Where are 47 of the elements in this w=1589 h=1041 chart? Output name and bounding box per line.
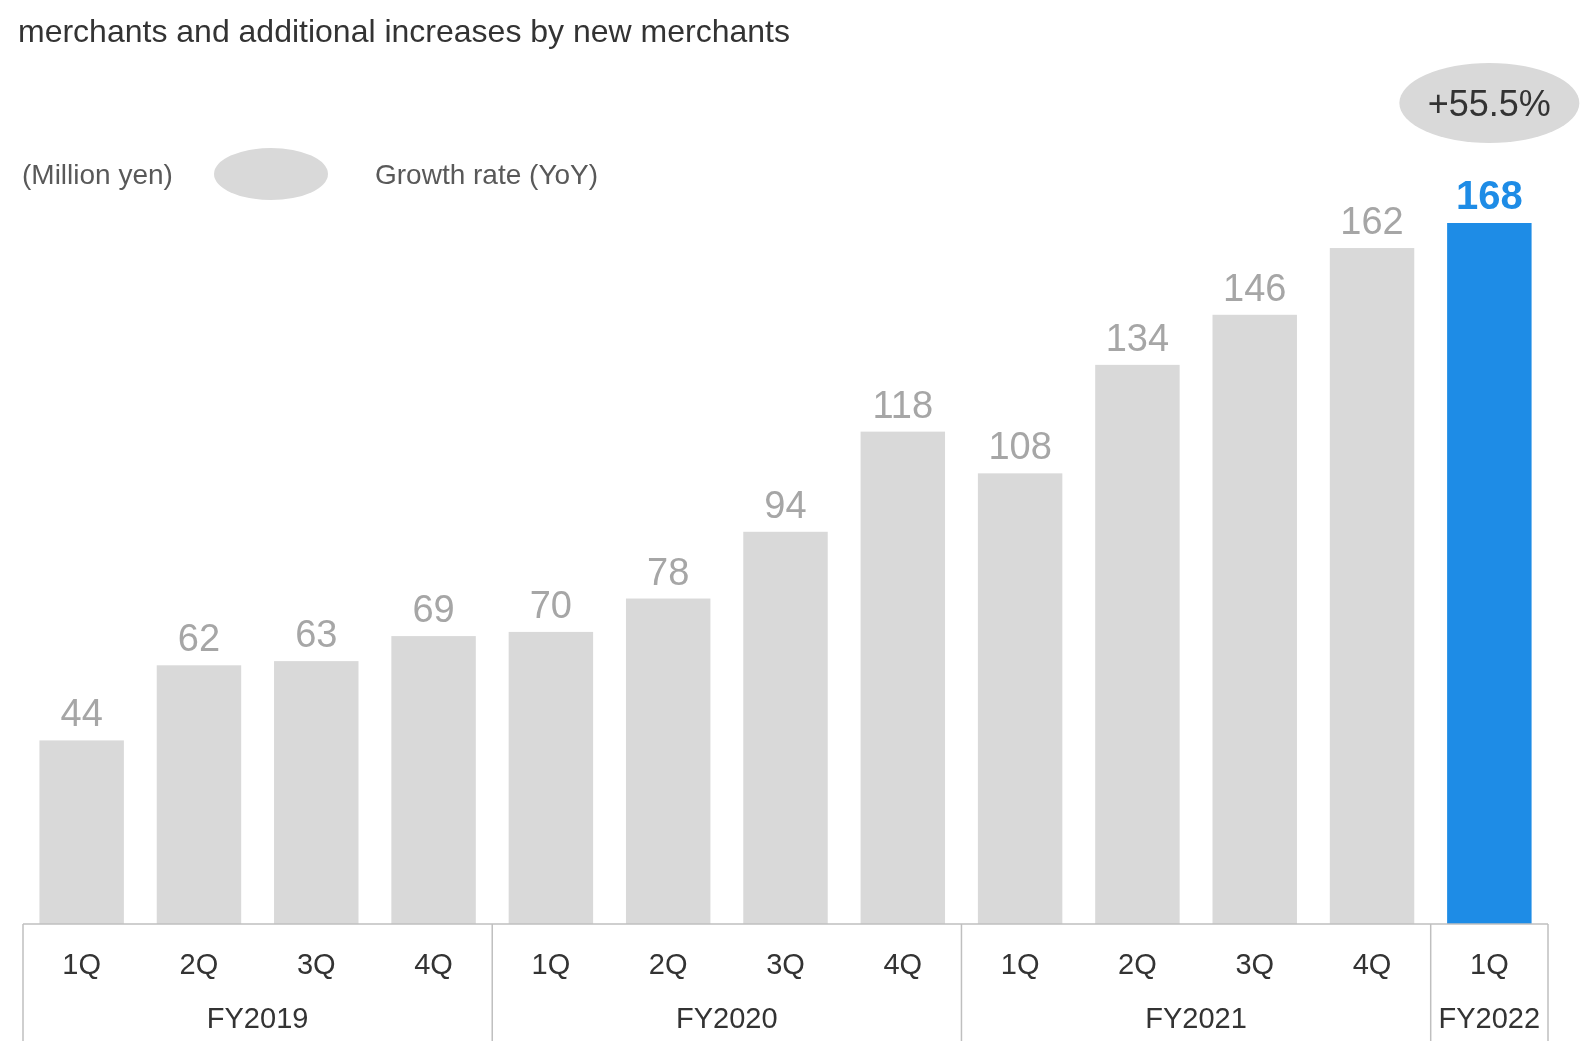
data-label: 168	[1455, 173, 1523, 217]
data-label: 78	[647, 550, 690, 593]
x-tick-label: 4Q	[414, 948, 453, 980]
x-tick-label: 2Q	[179, 948, 219, 980]
bar	[274, 661, 359, 924]
x-tick-label: 2Q	[648, 948, 688, 980]
text: +55.5%	[1427, 83, 1551, 124]
bar	[1447, 223, 1532, 924]
x-tick-label: 1Q	[1000, 948, 1040, 980]
text: FY2021	[1145, 1002, 1247, 1034]
x-tick-label: 4Q	[883, 948, 923, 980]
x-tick-label: 3Q	[766, 948, 805, 980]
data-label: 62	[177, 617, 221, 660]
text: FY2022	[1438, 1002, 1541, 1034]
data-label: 63	[295, 613, 338, 656]
text: FY2020	[676, 1002, 778, 1034]
data-label: 70	[529, 583, 573, 626]
x-tick-label: 2Q	[1118, 948, 1157, 980]
bar	[508, 631, 594, 924]
bar	[156, 665, 242, 924]
data-label: 69	[412, 588, 455, 631]
data-label: 134	[1105, 316, 1170, 359]
text: (Million yen)	[22, 159, 173, 190]
bar	[743, 531, 828, 924]
data-label: 94	[764, 483, 807, 526]
data-label: 44	[60, 692, 103, 735]
x-tick-label: 1Q	[531, 948, 571, 980]
x-tick-label: 4Q	[1352, 948, 1392, 980]
bar	[391, 636, 476, 924]
bar	[1212, 314, 1297, 924]
data-label: 162	[1340, 200, 1404, 243]
text: Growth rate (YoY)	[375, 159, 599, 190]
x-tick-label: 3Q	[296, 948, 336, 980]
x-tick-label: 1Q	[1470, 948, 1509, 980]
bar	[977, 473, 1063, 924]
bar	[625, 598, 711, 924]
x-tick-label: 3Q	[1235, 948, 1275, 980]
bar	[1095, 364, 1180, 924]
chart-title: merchants and additional increases by new merchants	[18, 13, 790, 49]
bar	[860, 431, 946, 924]
text: FY2019	[206, 1002, 309, 1034]
data-label: 108	[988, 425, 1052, 468]
bar	[39, 740, 124, 924]
x-tick-label: 1Q	[62, 948, 101, 980]
data-label: 118	[872, 383, 934, 426]
data-label: 146	[1223, 266, 1287, 309]
bar	[1329, 248, 1415, 924]
